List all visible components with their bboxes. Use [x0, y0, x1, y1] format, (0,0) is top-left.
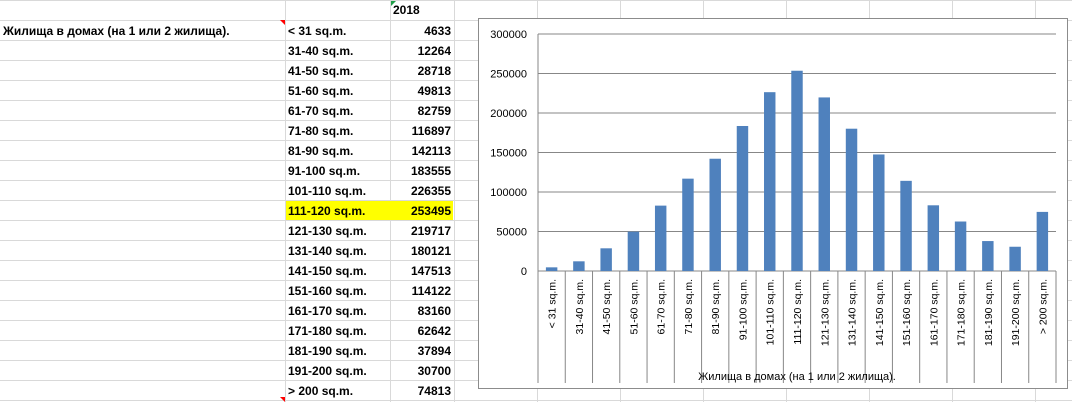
bar [927, 205, 940, 271]
y-tick-label: 250000 [490, 69, 527, 81]
x-tick-label: 121-130 sq.m. [819, 279, 831, 346]
value-cell[interactable]: 74813 [417, 384, 451, 398]
category-cell[interactable]: 31-40 sq.m. [288, 44, 354, 58]
bar [545, 267, 558, 271]
x-tick-label: 71-80 sq.m. [683, 279, 695, 334]
bar [764, 92, 776, 271]
value-cell[interactable]: 183555 [410, 164, 451, 178]
category-cell[interactable]: 111-120 sq.m. [288, 204, 366, 218]
category-cell[interactable]: > 200 sq.m. [288, 384, 354, 398]
value-cell[interactable]: 180121 [410, 244, 451, 258]
category-cell[interactable]: 91-100 sq.m. [288, 164, 361, 178]
category-cell[interactable]: 141-150 sq.m. [288, 264, 367, 278]
comment-marker-icon [391, 1, 396, 6]
y-tick-label: 200000 [490, 108, 527, 120]
value-cell[interactable]: 219717 [410, 224, 451, 238]
value-cell[interactable]: 83160 [417, 304, 451, 318]
category-cell[interactable]: 71-80 sq.m. [288, 124, 354, 138]
bar [845, 128, 858, 271]
bar [791, 70, 803, 271]
value-cell[interactable]: 28718 [417, 64, 451, 78]
x-axis-label: Жилища в домах (на 1 или 2 жилища). [698, 371, 896, 383]
value-cell[interactable]: 37894 [417, 344, 451, 358]
value-cell[interactable]: 147513 [410, 264, 451, 278]
column-gridline [285, 0, 286, 402]
bar [573, 261, 585, 271]
x-tick-label: 91-100 sq.m. [737, 279, 749, 340]
x-tick-label: > 200 sq.m. [1037, 279, 1049, 334]
y-tick-label: 0 [521, 266, 527, 278]
value-cell[interactable]: 114122 [411, 284, 451, 298]
bar [654, 205, 667, 271]
row-gridline [0, 400, 1072, 401]
x-tick-label: 41-50 sq.m. [601, 279, 613, 334]
x-tick-label: 181-190 sq.m. [983, 279, 995, 346]
x-tick-label: 61-70 sq.m. [656, 279, 668, 334]
bar [709, 158, 721, 271]
category-cell[interactable]: < 31 sq.m. [288, 24, 347, 38]
chart-area[interactable]: 0 50000 100000 150000 200000 250000 300000 < 31… [478, 18, 1068, 389]
bar [1009, 246, 1021, 271]
bar [982, 241, 994, 271]
category-cell[interactable]: 101-110 sq.m. [288, 184, 367, 198]
comment-marker-icon [280, 20, 285, 25]
value-cell[interactable]: 226355 [410, 184, 451, 198]
value-cell[interactable]: 49813 [417, 84, 451, 98]
category-cell[interactable]: 51-60 sq.m. [288, 84, 354, 98]
value-cell[interactable]: 30700 [417, 364, 451, 378]
category-cell[interactable]: 131-140 sq.m. [288, 244, 367, 258]
value-cell[interactable]: 116897 [411, 124, 451, 138]
bar [682, 178, 694, 271]
x-tick-label: < 31 sq.m. [547, 279, 559, 328]
x-tick-label: 111-120 sq.m. [792, 279, 804, 345]
highlighted-row [286, 201, 453, 220]
x-tick-label: 101-110 sq.m. [765, 279, 777, 345]
row-gridline [0, 0, 1072, 1]
bar [600, 248, 612, 271]
y-tick-label: 100000 [490, 187, 527, 199]
x-tick-label: 171-180 sq.m. [956, 279, 968, 346]
y-tick-label: 50000 [496, 227, 527, 239]
year-header-cell[interactable]: 2018 [393, 3, 420, 17]
category-cell[interactable]: 81-90 sq.m. [288, 144, 354, 158]
row-title-cell[interactable]: Жилища в домах (на 1 или 2 жилища). [3, 24, 230, 38]
bar [1036, 211, 1049, 271]
x-tick-label: 151-160 sq.m. [901, 279, 913, 346]
bar [818, 97, 830, 271]
y-tick-label: 300000 [490, 29, 527, 41]
comment-marker-icon [280, 397, 285, 402]
value-cell[interactable]: 12264 [417, 44, 451, 58]
category-cell[interactable]: 181-190 sq.m. [288, 344, 367, 358]
bar [900, 180, 912, 271]
category-cell[interactable]: 151-160 sq.m. [288, 284, 367, 298]
x-tick-label: 161-170 sq.m. [928, 279, 940, 346]
value-cell[interactable]: 253495 [410, 204, 451, 218]
bar [954, 221, 967, 271]
category-cell[interactable]: 121-130 sq.m. [288, 224, 367, 238]
x-tick-label: 131-140 sq.m. [847, 279, 859, 346]
y-tick-label: 150000 [490, 148, 527, 160]
category-cell[interactable]: 191-200 sq.m. [288, 364, 367, 378]
value-cell[interactable]: 4633 [424, 24, 451, 38]
x-tick-label: 81-90 sq.m. [710, 279, 722, 334]
x-tick-label: 51-60 sq.m. [628, 279, 640, 334]
x-tick-label: 191-200 sq.m. [1010, 279, 1022, 346]
category-cell[interactable]: 161-170 sq.m. [288, 304, 367, 318]
bar [627, 231, 640, 271]
x-tick-label: 141-150 sq.m. [874, 279, 886, 346]
bar [736, 125, 749, 271]
category-cell[interactable]: 171-180 sq.m. [288, 324, 367, 338]
category-cell[interactable]: 41-50 sq.m. [288, 64, 354, 78]
column-gridline [454, 0, 455, 402]
category-cell[interactable]: 61-70 sq.m. [288, 104, 354, 118]
bar-chart: 0 50000 100000 150000 200000 250000 300000 < 31… [490, 29, 1057, 383]
value-cell[interactable]: 142113 [411, 144, 451, 158]
value-cell[interactable]: 62642 [417, 324, 451, 338]
bar [873, 154, 885, 271]
value-cell[interactable]: 82759 [417, 104, 451, 118]
x-tick-label: 31-40 sq.m. [574, 279, 586, 334]
